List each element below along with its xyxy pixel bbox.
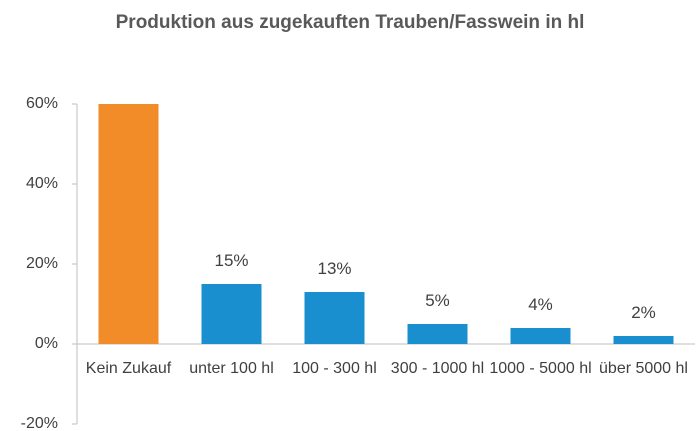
bar xyxy=(201,284,262,344)
x-tick-label: 100 - 300 hl xyxy=(292,360,377,377)
y-tick-label: -20% xyxy=(20,415,58,431)
x-tick-label: über 5000 hl xyxy=(599,360,688,377)
x-tick-label: 300 - 1000 hl xyxy=(390,360,485,377)
bar xyxy=(304,292,365,344)
y-tick-label: 40% xyxy=(25,175,58,192)
data-label: 4% xyxy=(528,295,553,314)
bar xyxy=(510,328,571,344)
y-tick-label: 20% xyxy=(25,255,58,272)
data-label: 5% xyxy=(425,291,450,310)
x-tick-label: 1000 - 5000 hl xyxy=(489,360,592,377)
y-tick-label: 0% xyxy=(34,335,58,352)
bar xyxy=(613,336,674,344)
chart-title: Produktion aus zugekauften Trauben/Fassw… xyxy=(115,12,585,33)
y-tick-label: 60% xyxy=(25,95,58,112)
data-label: 15% xyxy=(214,251,249,270)
data-label: 2% xyxy=(631,303,656,322)
x-tick-label: Kein Zukauf xyxy=(85,360,172,377)
x-tick-label: unter 100 hl xyxy=(189,360,274,377)
bar xyxy=(98,104,159,344)
bar xyxy=(407,324,468,344)
data-label: 13% xyxy=(317,259,352,278)
